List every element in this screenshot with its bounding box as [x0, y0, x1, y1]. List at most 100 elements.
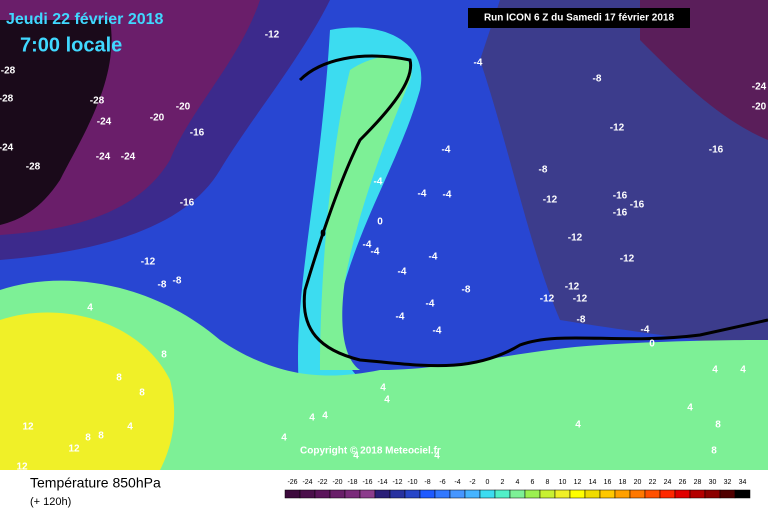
isotherm-label: -12 — [141, 257, 156, 268]
cold-core-east — [640, 0, 768, 140]
isotherm-label: 0 — [649, 339, 655, 350]
legend-tick-label: -10 — [407, 479, 417, 486]
isotherm-label: -16 — [190, 128, 205, 139]
legend-tick-label: 34 — [739, 479, 747, 486]
isotherm-label: -8 — [577, 315, 586, 326]
legend-tick-label: 14 — [589, 479, 597, 486]
legend-swatch — [734, 489, 751, 499]
isotherm-label: 8 — [98, 431, 104, 442]
legend-swatch — [659, 489, 676, 499]
isotherm-label: -12 — [573, 294, 588, 305]
legend-swatch — [404, 489, 421, 499]
isotherm-label: 12 — [16, 462, 28, 473]
date-title: Jeudi 22 février 2018 — [6, 11, 164, 28]
legend-swatch — [704, 489, 721, 499]
isotherm-label: 0 — [377, 217, 383, 228]
isotherm-label: -4 — [641, 325, 650, 336]
warm-core — [0, 312, 175, 470]
isotherm-label: -4 — [442, 145, 451, 156]
legend-tick-label: -2 — [469, 479, 475, 486]
isotherm-label: -8 — [462, 285, 471, 296]
isotherm-label: -12 — [565, 282, 580, 293]
isotherm-label: -16 — [180, 198, 195, 209]
isotherm-label: 4 — [322, 411, 328, 422]
isotherm-label: -24 — [97, 117, 112, 128]
legend-swatch — [689, 489, 706, 499]
legend-tick-label: 20 — [634, 479, 642, 486]
isotherm-label: -20 — [752, 102, 767, 113]
isotherm-label: 4 — [127, 422, 133, 433]
legend-swatch — [599, 489, 616, 499]
legend-tick-label: 18 — [619, 479, 627, 486]
legend-tick-label: 28 — [694, 479, 702, 486]
isotherm-label: 4 — [353, 451, 359, 462]
legend-swatch — [524, 489, 541, 499]
legend-tick-label: -24 — [302, 479, 312, 486]
isotherm-label: -28 — [0, 94, 14, 105]
run-box — [468, 8, 690, 28]
legend-swatch — [329, 489, 346, 499]
isotherm-label: 4 — [281, 433, 287, 444]
isotherm-label: -4 — [426, 299, 435, 310]
legend-swatch — [479, 489, 496, 499]
legend-swatch — [464, 489, 481, 499]
isotherm-label: 0 — [320, 229, 326, 240]
isotherm-label: -8 — [158, 280, 167, 291]
legend-tick-label: -4 — [454, 479, 460, 486]
legend-tick-label: 22 — [649, 479, 657, 486]
isotherm-label: 4 — [434, 451, 440, 462]
cold-core-dark — [0, 20, 112, 225]
isotherm-label: -12 — [620, 254, 635, 265]
isotherm-label: -12 — [265, 30, 280, 41]
isotherm-label: -28 — [90, 96, 105, 107]
zero-isotherm — [298, 54, 768, 368]
isotherm-label: 8 — [139, 388, 145, 399]
isotherm-label: 8 — [161, 350, 167, 361]
legend-tick-label: 30 — [709, 479, 717, 486]
legend-swatch — [674, 489, 691, 499]
isotherm-label: -4 — [429, 252, 438, 263]
legend-swatch — [449, 489, 466, 499]
legend-tick-label: -26 — [287, 479, 297, 486]
isotherm-label: -24 — [752, 82, 767, 93]
legend-swatch — [314, 489, 331, 499]
isotherm-label: -4 — [396, 312, 405, 323]
isotherm-label: 4 — [87, 303, 93, 314]
legend-swatch — [284, 489, 301, 499]
legend-tick-label: 2 — [501, 479, 505, 486]
isotherm-label: -4 — [371, 247, 380, 258]
legend-swatch — [299, 489, 316, 499]
legend-tick-label: -22 — [317, 479, 327, 486]
legend-swatch — [419, 489, 436, 499]
time-title: 7:00 locale — [20, 34, 122, 56]
legend-swatch — [719, 489, 736, 499]
isotherm-label: -12 — [568, 233, 583, 244]
isotherm-label: 8 — [85, 433, 91, 444]
isotherm-label: -28 — [1, 66, 16, 77]
isotherm-label: -24 — [121, 152, 136, 163]
legend-swatch — [569, 489, 586, 499]
legend-tick-label: 12 — [574, 479, 582, 486]
legend-swatch — [614, 489, 631, 499]
legend-swatch — [389, 489, 406, 499]
legend-swatch — [584, 489, 601, 499]
legend-swatch — [509, 489, 526, 499]
isotherm-label: -8 — [593, 74, 602, 85]
isotherm-label: 4 — [575, 420, 581, 431]
isotherm-label: 4 — [687, 403, 693, 414]
run-text: Run ICON 6 Z du Samedi 17 février 2018 — [484, 13, 675, 24]
isotherm-label: -4 — [418, 189, 427, 200]
isotherm-label: -28 — [26, 162, 41, 173]
isotherm-label: -12 — [540, 294, 555, 305]
legend-tick-label: 6 — [531, 479, 535, 486]
legend-tick-label: -12 — [392, 479, 402, 486]
legend-swatch — [629, 489, 646, 499]
isotherm-label: -16 — [630, 200, 645, 211]
legend-tick-label: -18 — [347, 479, 357, 486]
copyright: Copyright © 2018 Meteociel.fr — [300, 446, 441, 457]
isotherm-label: -4 — [398, 267, 407, 278]
legend-swatch — [344, 489, 361, 499]
legend-title: Température 850hPa — [30, 475, 161, 491]
legend-tick-label: -14 — [377, 479, 387, 486]
